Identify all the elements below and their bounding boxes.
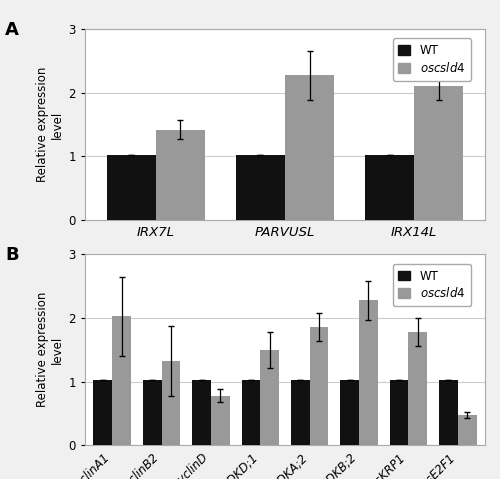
Bar bbox=[439, 380, 458, 445]
Bar bbox=[211, 396, 230, 445]
Bar bbox=[94, 380, 112, 445]
Bar bbox=[236, 155, 285, 220]
Y-axis label: Relative expression
level: Relative expression level bbox=[36, 292, 64, 407]
Bar bbox=[310, 327, 328, 445]
Text: B: B bbox=[5, 246, 18, 264]
Bar bbox=[390, 380, 408, 445]
Bar bbox=[365, 155, 414, 220]
Legend: WT, $\it{oscsld4}$: WT, $\it{oscsld4}$ bbox=[392, 38, 471, 81]
Bar bbox=[414, 86, 463, 220]
Legend: WT, $\it{oscsld4}$: WT, $\it{oscsld4}$ bbox=[392, 263, 471, 306]
Bar bbox=[143, 380, 162, 445]
Y-axis label: Relative expression
level: Relative expression level bbox=[36, 67, 64, 182]
Bar bbox=[162, 361, 180, 445]
Bar bbox=[260, 350, 279, 445]
Bar bbox=[458, 415, 476, 445]
Bar bbox=[291, 380, 310, 445]
Bar bbox=[107, 155, 156, 220]
Text: A: A bbox=[5, 21, 19, 39]
Bar bbox=[192, 380, 211, 445]
Bar bbox=[408, 332, 427, 445]
Bar bbox=[340, 380, 359, 445]
Bar bbox=[242, 380, 260, 445]
Bar bbox=[285, 75, 334, 220]
Bar bbox=[156, 130, 205, 220]
Bar bbox=[112, 317, 131, 445]
Bar bbox=[359, 300, 378, 445]
